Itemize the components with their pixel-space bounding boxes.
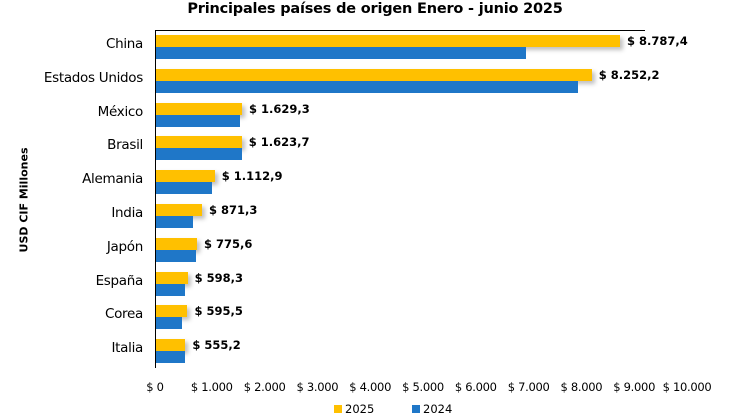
bar-2025-corea bbox=[156, 305, 187, 318]
data-label: $ 1.112,9 bbox=[221, 169, 283, 184]
y-axis-label: USD CIF Millones bbox=[17, 147, 31, 253]
legend-item-2024: 2024 bbox=[412, 402, 452, 416]
x-tick-label: $ 0 bbox=[146, 380, 164, 394]
category-label: México bbox=[97, 103, 144, 120]
x-tick-label: $ 8.000 bbox=[560, 380, 603, 394]
bar-2024-china bbox=[156, 47, 526, 59]
data-label: $ 555,2 bbox=[192, 338, 241, 353]
bar-2024-estados-unidos bbox=[156, 80, 578, 93]
category-label: China bbox=[105, 36, 143, 52]
x-tick-label: $ 6.000 bbox=[454, 380, 497, 394]
x-tick-label: $ 3.000 bbox=[296, 380, 339, 394]
x-tick-label: $ 4.000 bbox=[349, 380, 392, 394]
category-label: Italia bbox=[111, 340, 143, 357]
x-tick-label: $ 1.000 bbox=[190, 380, 233, 394]
data-label: $ 595,5 bbox=[194, 304, 243, 319]
bar-2024-brasil bbox=[156, 148, 242, 161]
bar-2025-japón bbox=[156, 237, 197, 250]
data-label: $ 8.252,2 bbox=[598, 67, 660, 82]
bar-2025-españa bbox=[156, 271, 188, 284]
category-label: Estados Unidos bbox=[43, 69, 143, 86]
bar-2025-brasil bbox=[156, 136, 242, 149]
bar-2024-corea bbox=[156, 317, 182, 330]
bar-2024-japón bbox=[156, 249, 196, 262]
category-label: España bbox=[95, 272, 144, 289]
legend-label-2025: 2025 bbox=[345, 402, 375, 416]
bar-2025-india bbox=[156, 204, 202, 216]
bar-2025-china bbox=[156, 35, 620, 47]
category-label: Alemania bbox=[82, 171, 143, 188]
category-label: Brasil bbox=[107, 137, 143, 154]
legend-item-2025: 2025 bbox=[334, 402, 374, 416]
data-label: $ 871,3 bbox=[209, 203, 258, 217]
data-label: $ 1.629,3 bbox=[249, 101, 310, 116]
legend-swatch-2025 bbox=[334, 405, 342, 413]
bar-2025-italia bbox=[156, 339, 185, 352]
data-label: $ 8.787,4 bbox=[626, 34, 688, 48]
bar-2024-italia bbox=[156, 351, 185, 364]
category-label: Japón bbox=[106, 238, 143, 255]
bar-2025-méxico bbox=[156, 102, 242, 115]
bar-2024-india bbox=[156, 216, 193, 228]
x-tick-label: $ 9.000 bbox=[613, 380, 656, 394]
bar-2024-méxico bbox=[156, 114, 240, 127]
y-axis-line bbox=[155, 30, 156, 368]
category-label: Corea bbox=[104, 306, 143, 323]
x-tick-label: $ 2.000 bbox=[243, 380, 286, 394]
category-label: India bbox=[111, 205, 143, 221]
legend-label-2024: 2024 bbox=[423, 402, 453, 416]
bar-2024-españa bbox=[156, 283, 185, 296]
plot-area bbox=[155, 30, 645, 369]
bar-2025-alemania bbox=[156, 170, 215, 183]
x-tick-label: $ 7.000 bbox=[507, 380, 550, 394]
bar-2024-alemania bbox=[156, 182, 212, 195]
x-tick-label: $ 10.000 bbox=[662, 380, 712, 394]
data-label: $ 775,6 bbox=[203, 236, 253, 251]
bar-2025-estados-unidos bbox=[156, 68, 592, 81]
data-label: $ 598,3 bbox=[194, 270, 243, 285]
chart-title: Principales países de origen Enero - jun… bbox=[187, 1, 563, 17]
x-tick-label: $ 5.000 bbox=[402, 380, 444, 394]
legend-swatch-2024 bbox=[412, 405, 420, 413]
data-label: $ 1.623,7 bbox=[248, 135, 310, 150]
